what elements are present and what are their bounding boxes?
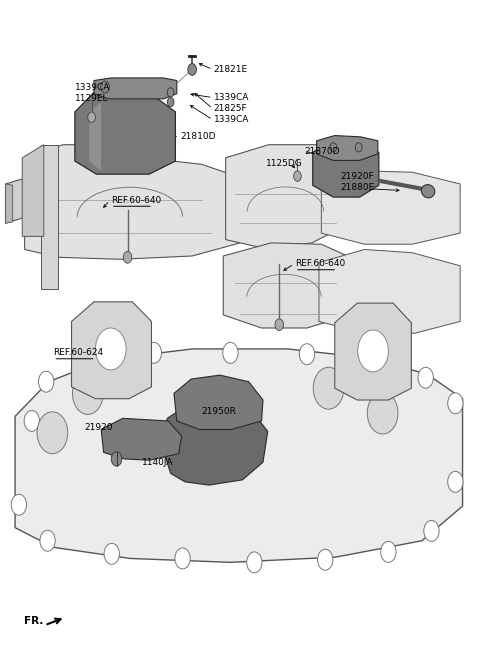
Text: 1339CA: 1339CA xyxy=(75,83,110,92)
Circle shape xyxy=(104,543,120,564)
Circle shape xyxy=(88,112,96,123)
Circle shape xyxy=(360,352,376,373)
Ellipse shape xyxy=(421,184,435,197)
Text: 21870D: 21870D xyxy=(305,147,340,155)
Circle shape xyxy=(38,371,54,392)
Text: 21810D: 21810D xyxy=(180,133,216,141)
Circle shape xyxy=(11,494,26,515)
Polygon shape xyxy=(89,102,101,171)
Text: 21950R: 21950R xyxy=(202,407,237,417)
Polygon shape xyxy=(322,171,460,244)
Polygon shape xyxy=(319,249,460,333)
Text: 21920: 21920 xyxy=(84,423,113,432)
Text: REF.60-640: REF.60-640 xyxy=(295,259,345,268)
Circle shape xyxy=(448,472,463,492)
Text: 1125DG: 1125DG xyxy=(266,159,303,167)
Circle shape xyxy=(381,541,396,562)
Circle shape xyxy=(294,171,301,181)
Text: REF.60-640: REF.60-640 xyxy=(111,196,161,205)
Polygon shape xyxy=(317,136,378,161)
Circle shape xyxy=(72,373,103,415)
Circle shape xyxy=(418,367,433,388)
Circle shape xyxy=(37,412,68,454)
Polygon shape xyxy=(75,92,175,174)
Polygon shape xyxy=(5,184,12,223)
Circle shape xyxy=(40,530,55,551)
Polygon shape xyxy=(72,302,152,399)
Circle shape xyxy=(146,342,161,363)
Polygon shape xyxy=(174,375,263,430)
Polygon shape xyxy=(226,145,350,248)
Text: 21920F: 21920F xyxy=(340,172,374,180)
Polygon shape xyxy=(22,145,44,236)
Circle shape xyxy=(96,328,126,370)
Circle shape xyxy=(24,411,39,432)
Text: 1140JA: 1140JA xyxy=(142,458,173,466)
Polygon shape xyxy=(101,419,181,461)
Circle shape xyxy=(175,548,190,569)
Text: 21880E: 21880E xyxy=(340,183,375,192)
Polygon shape xyxy=(41,145,58,289)
Text: 1339CA: 1339CA xyxy=(214,93,249,102)
Polygon shape xyxy=(223,243,350,328)
Circle shape xyxy=(318,549,333,570)
Polygon shape xyxy=(94,78,177,99)
Circle shape xyxy=(188,64,196,75)
Circle shape xyxy=(167,98,174,107)
Circle shape xyxy=(111,452,122,466)
Text: 21821E: 21821E xyxy=(214,65,248,74)
Circle shape xyxy=(313,367,344,409)
Circle shape xyxy=(424,520,439,541)
Circle shape xyxy=(223,342,238,363)
Polygon shape xyxy=(5,177,27,223)
Circle shape xyxy=(275,319,284,331)
Polygon shape xyxy=(24,145,240,259)
Text: REF.60-624: REF.60-624 xyxy=(53,348,104,358)
Text: 21825F: 21825F xyxy=(214,104,247,113)
Circle shape xyxy=(167,88,174,97)
Circle shape xyxy=(330,143,336,152)
Circle shape xyxy=(367,392,398,434)
Circle shape xyxy=(355,143,362,152)
Circle shape xyxy=(247,552,262,573)
Text: FR.: FR. xyxy=(24,616,43,626)
Polygon shape xyxy=(162,399,268,485)
Circle shape xyxy=(77,347,92,368)
Polygon shape xyxy=(15,349,463,562)
Circle shape xyxy=(358,330,388,372)
Circle shape xyxy=(101,81,109,93)
Circle shape xyxy=(448,393,463,414)
Text: 1339CA: 1339CA xyxy=(214,115,249,125)
Polygon shape xyxy=(335,303,411,400)
Circle shape xyxy=(123,251,132,263)
Circle shape xyxy=(300,344,315,365)
Text: 1129EL: 1129EL xyxy=(75,94,108,104)
Polygon shape xyxy=(313,138,379,197)
